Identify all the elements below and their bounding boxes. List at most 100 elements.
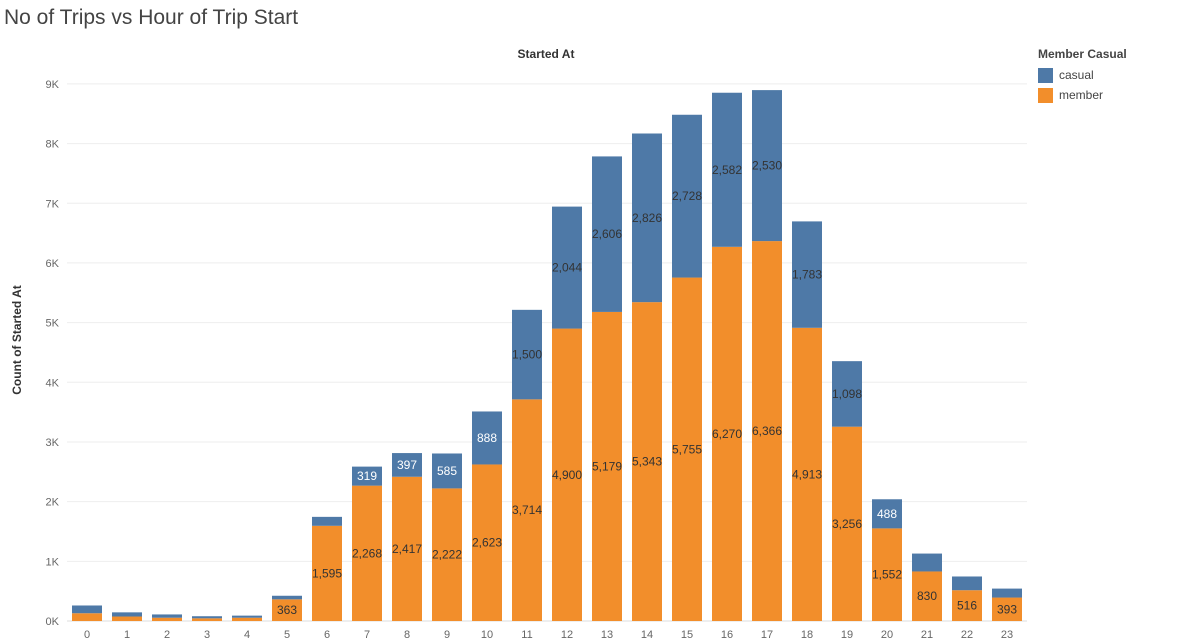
data-label-casual: 319 [357, 469, 377, 483]
data-label-member: 6,366 [752, 424, 782, 438]
bar-member-10[interactable] [472, 464, 502, 621]
x-tick-label: 2 [164, 629, 170, 641]
bar-member-22[interactable] [952, 590, 982, 621]
y-tick-label: 7K [46, 198, 60, 210]
bar-member-6[interactable] [312, 525, 342, 621]
legend-swatch-casual [1038, 67, 1053, 83]
legend-item-casual[interactable]: casual [1038, 65, 1170, 85]
bar-member-13[interactable] [592, 311, 622, 621]
bars-layer [72, 90, 1022, 622]
bar-member-4[interactable] [232, 617, 262, 621]
x-tick-label: 13 [601, 629, 613, 641]
y-tick-label: 1K [46, 556, 60, 568]
bar-member-14[interactable] [632, 302, 662, 621]
bar-member-20[interactable] [872, 528, 902, 621]
data-label-member: 363 [277, 603, 297, 617]
bar-member-2[interactable] [152, 617, 182, 621]
x-tick-label: 14 [641, 629, 653, 641]
bar-member-18[interactable] [792, 327, 822, 621]
y-tick-label: 4K [46, 377, 60, 389]
bar-casual-21[interactable] [912, 553, 942, 572]
bar-member-21[interactable] [912, 571, 942, 621]
data-label-casual: 1,500 [512, 348, 542, 362]
y-tick-label: 6K [46, 258, 60, 270]
bar-member-8[interactable] [392, 476, 422, 621]
legend-item-member[interactable]: member [1038, 85, 1170, 105]
data-label-member: 2,222 [432, 548, 462, 562]
grid-layer [67, 83, 1027, 622]
bar-member-11[interactable] [512, 399, 542, 621]
labels-layer: 363 1,595 2,268 319 2,417 397 2,222 585 2,623 888… [277, 159, 1017, 618]
data-label-casual: 888 [477, 431, 497, 445]
x-tick-label: 10 [481, 629, 493, 641]
bar-member-1[interactable] [112, 616, 142, 621]
bar-casual-10[interactable] [472, 411, 502, 465]
y-axis-title: Count of Started At [10, 285, 24, 395]
bar-member-15[interactable] [672, 277, 702, 621]
bar-casual-14[interactable] [632, 133, 662, 303]
data-label-casual: 2,530 [752, 159, 782, 173]
bar-member-12[interactable] [552, 328, 582, 621]
x-tick-label: 19 [841, 629, 853, 641]
legend: Member Casual casual member [1038, 47, 1170, 105]
data-label-casual: 488 [877, 507, 897, 521]
bar-member-9[interactable] [432, 488, 462, 621]
bar-member-3[interactable] [192, 618, 222, 621]
bar-casual-0[interactable] [72, 605, 102, 614]
bar-casual-15[interactable] [672, 114, 702, 278]
x-tick-label: 23 [1001, 629, 1013, 641]
bar-casual-2[interactable] [152, 614, 182, 618]
column-header: Started At [518, 47, 575, 61]
y-tick-label: 2K [46, 497, 60, 509]
x-tick-label: 21 [921, 629, 933, 641]
bar-casual-17[interactable] [752, 90, 782, 242]
bar-member-17[interactable] [752, 241, 782, 621]
bar-member-16[interactable] [712, 246, 742, 622]
x-tick-label: 12 [561, 629, 573, 641]
x-tick-label: 1 [124, 629, 130, 641]
bar-casual-5[interactable] [272, 595, 302, 600]
bar-casual-4[interactable] [232, 615, 262, 618]
x-tick-label: 22 [961, 629, 973, 641]
data-label-member: 830 [917, 589, 937, 603]
data-label-casual: 2,044 [552, 261, 582, 275]
legend-swatch-member [1038, 87, 1053, 103]
y-tick-label: 3K [46, 437, 60, 449]
data-label-member: 4,913 [792, 467, 822, 481]
data-label-casual: 1,783 [792, 268, 822, 282]
bar-casual-23[interactable] [992, 588, 1022, 598]
bar-casual-9[interactable] [432, 453, 462, 489]
data-label-casual: 2,728 [672, 189, 702, 203]
bar-casual-20[interactable] [872, 499, 902, 529]
data-label-member: 3,714 [512, 503, 542, 517]
bar-casual-7[interactable] [352, 466, 382, 486]
bar-member-23[interactable] [992, 597, 1022, 621]
bar-casual-22[interactable] [952, 576, 982, 591]
bar-member-5[interactable] [272, 599, 302, 621]
data-label-member: 393 [997, 602, 1017, 616]
bar-casual-6[interactable] [312, 516, 342, 526]
bar-member-7[interactable] [352, 485, 382, 621]
bar-member-19[interactable] [832, 426, 862, 621]
data-label-casual: 585 [437, 464, 457, 478]
legend-title: Member Casual [1038, 47, 1127, 61]
bar-casual-11[interactable] [512, 309, 542, 400]
x-tick-label: 0 [84, 629, 90, 641]
data-label-member: 2,268 [352, 546, 382, 560]
data-label-casual: 1,098 [832, 387, 862, 401]
bar-casual-18[interactable] [792, 221, 822, 328]
bar-casual-8[interactable] [392, 453, 422, 477]
x-tick-label: 8 [404, 629, 410, 641]
bar-casual-13[interactable] [592, 156, 622, 312]
bar-casual-3[interactable] [192, 616, 222, 619]
data-label-member: 3,256 [832, 517, 862, 531]
bar-casual-1[interactable] [112, 612, 142, 617]
bar-member-0[interactable] [72, 613, 102, 621]
bar-casual-16[interactable] [712, 92, 742, 247]
x-tick-label: 7 [364, 629, 370, 641]
bar-casual-12[interactable] [552, 206, 582, 329]
y-tick-label: 0K [46, 616, 60, 628]
data-label-casual: 2,606 [592, 227, 622, 241]
bar-casual-19[interactable] [832, 361, 862, 427]
